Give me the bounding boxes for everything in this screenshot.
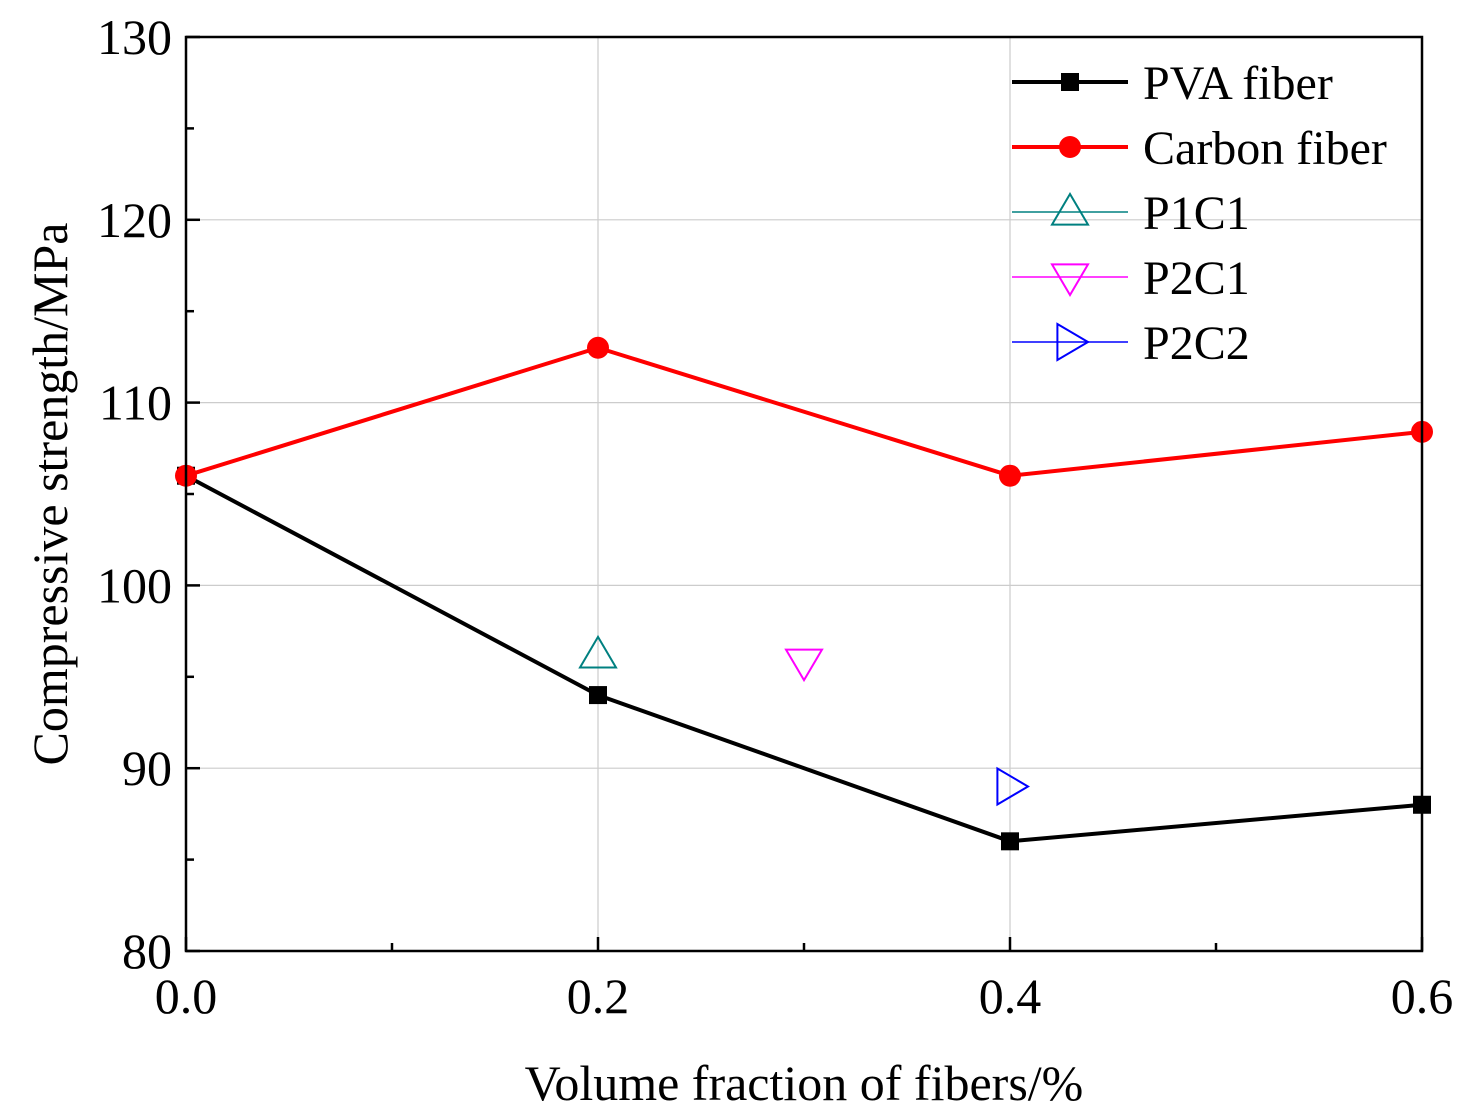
tick-labels: 0.0 0.2 0.4 0.6 80 90 100 110 120 130: [97, 9, 1453, 1024]
data-point-p1c1: [578, 634, 618, 669]
legend-label-p2c1: P2C1: [1143, 252, 1250, 305]
legend-item-carbon-fiber: Carbon fiber: [1012, 122, 1387, 175]
y-tick-label: 120: [97, 192, 172, 248]
legend-item-p2c1: P2C1: [1012, 252, 1250, 305]
y-tick-label: 130: [97, 9, 172, 65]
x-tick-label: 0.2: [567, 968, 630, 1024]
legend-label-carbon-fiber: Carbon fiber: [1143, 122, 1387, 175]
legend-marker-carbon-fiber: [1059, 136, 1081, 158]
x-tick-label: 0.0: [155, 968, 218, 1024]
legend-label-p2c2: P2C2: [1143, 317, 1250, 370]
legend-marker-p2c2: [1056, 322, 1090, 362]
legend-item-pva-fiber: PVA fiber: [1012, 57, 1333, 110]
data-point-p2c1: [784, 648, 824, 683]
legend: PVA fiber Carbon fiber P1C1 P2C1 P2C2: [1012, 57, 1387, 370]
series-p2c1: [784, 648, 824, 683]
x-tick-label: 0.4: [979, 968, 1042, 1024]
data-point-p2c2: [996, 766, 1030, 807]
data-point-carbon-fiber: [999, 464, 1021, 487]
series-p2c2: [996, 766, 1030, 807]
y-tick-label: 110: [99, 375, 172, 431]
y-axis-title: Compressive strength/MPa: [22, 222, 78, 765]
data-point-carbon-fiber: [587, 336, 609, 359]
y-tick-label: 80: [122, 923, 172, 979]
series-line-pva-fiber: [185, 473, 1423, 844]
data-point-pva-fiber: [589, 686, 607, 705]
x-axis-title: Volume fraction of fibers/%: [525, 1055, 1084, 1111]
series-layer: [175, 336, 1433, 851]
legend-label-pva-fiber: PVA fiber: [1143, 57, 1333, 110]
legend-item-p1c1: P1C1: [1012, 187, 1250, 240]
ticks: [184, 35, 1424, 953]
data-point-pva-fiber: [1001, 832, 1019, 851]
x-tick-label: 0.6: [1391, 968, 1454, 1024]
series-line-carbon-fiber: [185, 345, 1423, 478]
legend-marker-p1c1: [1050, 192, 1090, 226]
series-p1c1: [578, 634, 618, 669]
series-pva-fiber: [177, 466, 1431, 851]
legend-label-p1c1: P1C1: [1143, 187, 1250, 240]
y-tick-label: 100: [97, 557, 172, 613]
y-tick-label: 90: [122, 740, 172, 796]
legend-item-p2c2: P2C2: [1012, 317, 1250, 370]
legend-marker-p2c1: [1050, 263, 1090, 297]
legend-marker-pva-fiber: [1061, 73, 1079, 91]
series-carbon-fiber: [175, 336, 1433, 487]
